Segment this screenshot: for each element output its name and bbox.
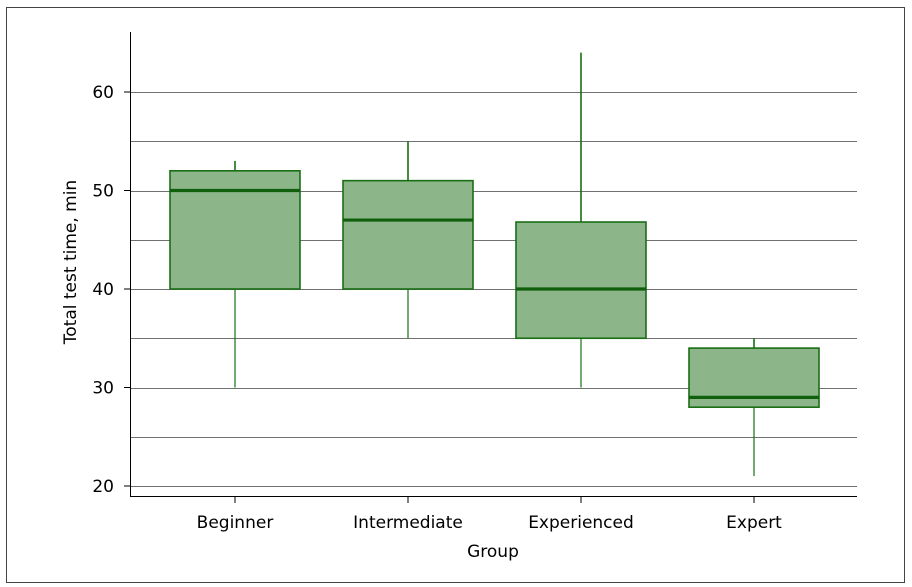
x-tick-label: Intermediate bbox=[353, 513, 463, 533]
box-intermediate bbox=[342, 141, 474, 339]
box-rect bbox=[342, 179, 474, 290]
y-tick-label: 20 bbox=[92, 477, 114, 497]
x-tick-label: Expert bbox=[726, 513, 782, 533]
x-axis-label: Group bbox=[467, 542, 519, 562]
x-tick-labels: Beginner Intermediate Experienced Expert bbox=[197, 496, 782, 533]
y-tick-label: 30 bbox=[92, 379, 114, 399]
y-tick-label: 60 bbox=[92, 83, 114, 103]
box-beginner bbox=[169, 160, 301, 388]
box-expert bbox=[688, 338, 820, 477]
box-experienced bbox=[515, 52, 647, 388]
box-rect bbox=[169, 170, 301, 290]
x-tick-label: Beginner bbox=[197, 513, 274, 533]
y-tick-label: 40 bbox=[92, 280, 114, 300]
box-rect bbox=[515, 221, 647, 340]
y-tick-label: 50 bbox=[92, 182, 114, 202]
axes bbox=[130, 32, 857, 497]
y-tick-labels: 20 30 40 50 60 bbox=[92, 83, 130, 497]
y-axis-label: Total test time, min bbox=[61, 180, 81, 345]
box-series bbox=[169, 52, 820, 477]
x-tick-label: Experienced bbox=[528, 513, 634, 533]
